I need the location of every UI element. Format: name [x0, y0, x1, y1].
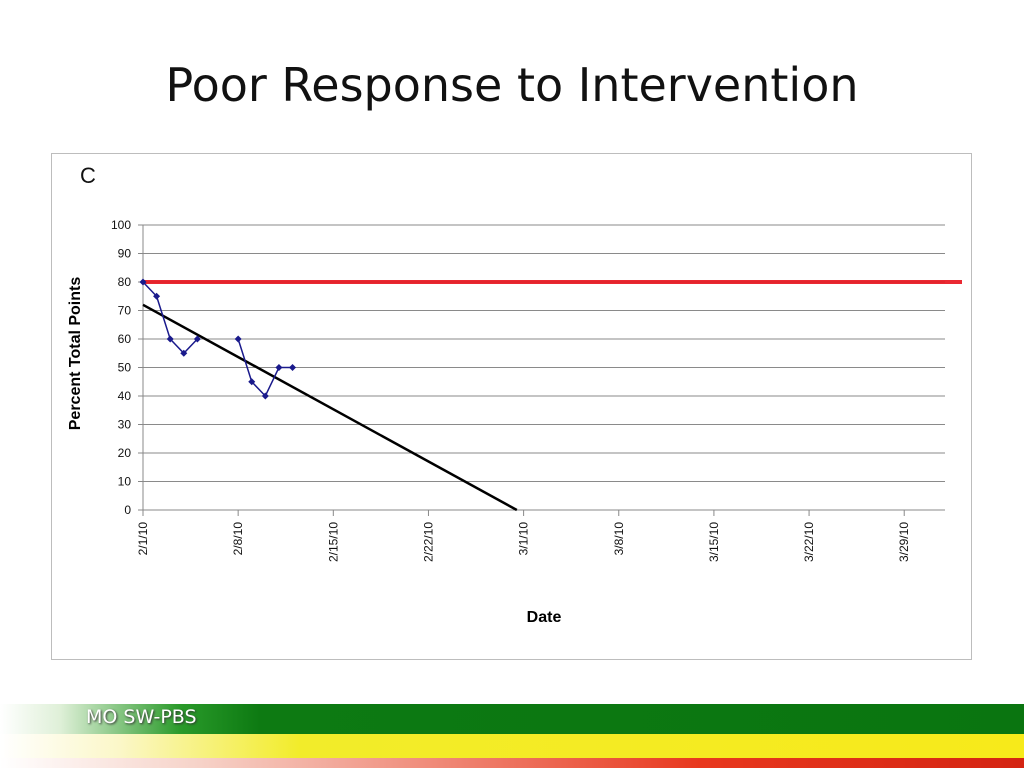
y-tick-label: 20	[118, 446, 132, 460]
y-tick-label: 30	[118, 418, 132, 432]
x-tick-label: 2/22/10	[421, 522, 435, 562]
series-line	[142, 281, 198, 355]
chart-frame: 0 10 20 30 40 50 60 70 80 90 100 2/1/10 2/8/10 2/15/1…	[51, 153, 972, 660]
slide-title: Poor Response to Intervention	[165, 58, 859, 112]
y-tick-label: 50	[118, 361, 132, 375]
footer-yellow-band	[0, 734, 1024, 758]
data-point	[261, 392, 269, 400]
x-tick-label: 3/22/10	[802, 522, 816, 562]
y-tick-label: 60	[118, 332, 132, 346]
y-tick-label: 80	[118, 275, 132, 289]
panel-label: C	[80, 163, 96, 188]
y-tick-label: 90	[118, 247, 132, 261]
data-point	[275, 364, 283, 371]
footer-red-band	[0, 758, 1024, 768]
data-point	[180, 349, 188, 357]
trend-line	[142, 303, 518, 512]
x-tick-label: 3/29/10	[897, 522, 911, 562]
line-chart: 0 10 20 30 40 50 60 70 80 90 100 2/1/10 2/8/10 2/15/1…	[67, 218, 962, 626]
y-tick-label: 40	[118, 389, 132, 403]
y-tick-label: 100	[111, 218, 131, 232]
footer-bar: MO SW-PBS	[0, 704, 1024, 768]
data-point	[234, 335, 242, 343]
y-tick-label: 10	[118, 475, 132, 489]
data-point	[139, 278, 147, 286]
data-point	[248, 378, 256, 386]
y-tick-label: 0	[124, 503, 131, 517]
footer-green-band	[0, 704, 1024, 734]
x-tick-label: 2/1/10	[136, 522, 150, 556]
x-tick-label: 2/15/10	[326, 522, 340, 562]
x-tick-label: 3/15/10	[707, 522, 721, 562]
data-point	[166, 335, 174, 343]
x-tick-label: 3/1/10	[517, 522, 531, 556]
data-point	[193, 335, 201, 343]
footer-brand: MO SW-PBS	[86, 706, 197, 728]
x-tick-label: 2/8/10	[231, 522, 245, 556]
x-tick-label: 3/8/10	[612, 522, 626, 556]
data-point	[289, 364, 297, 371]
y-tick-label: 70	[118, 304, 132, 318]
y-axis-title: Percent Total Points	[67, 277, 84, 431]
data-point	[153, 292, 161, 300]
x-axis-title: Date	[527, 609, 562, 626]
